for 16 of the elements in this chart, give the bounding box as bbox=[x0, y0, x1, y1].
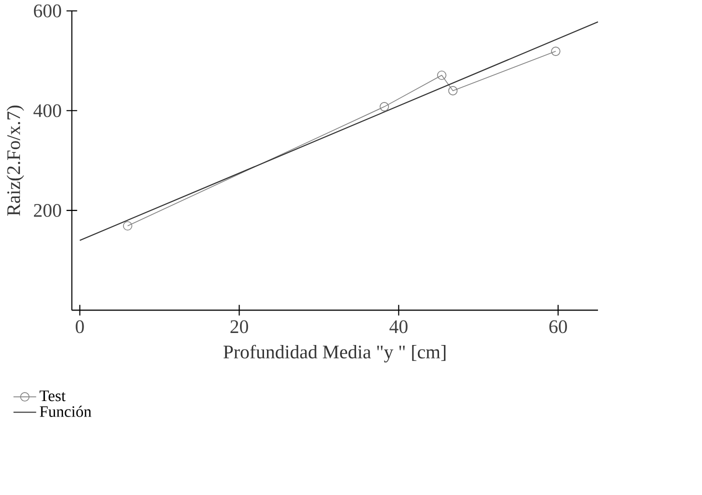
x-tick-label: 60 bbox=[549, 320, 567, 333]
x-axis-title: Profundidad Media "y " [cm] bbox=[224, 344, 446, 362]
point bbox=[448, 86, 458, 96]
y-axis-title: Raiz(2.Fo/x.7) bbox=[6, 105, 24, 216]
point bbox=[437, 70, 446, 80]
point bbox=[380, 102, 389, 112]
x-tick-label: 0 bbox=[76, 320, 84, 333]
y-tick-label: 400 bbox=[34, 104, 62, 117]
legend-label: Test bbox=[40, 390, 66, 401]
point bbox=[551, 46, 560, 56]
y-tick-label: 600 bbox=[34, 4, 62, 18]
point bbox=[122, 221, 132, 230]
x-tick-label: 20 bbox=[230, 320, 248, 333]
legend-label: Función bbox=[40, 405, 92, 417]
x-tick-label: 40 bbox=[389, 320, 408, 333]
y-tick-label: 200 bbox=[34, 204, 62, 217]
